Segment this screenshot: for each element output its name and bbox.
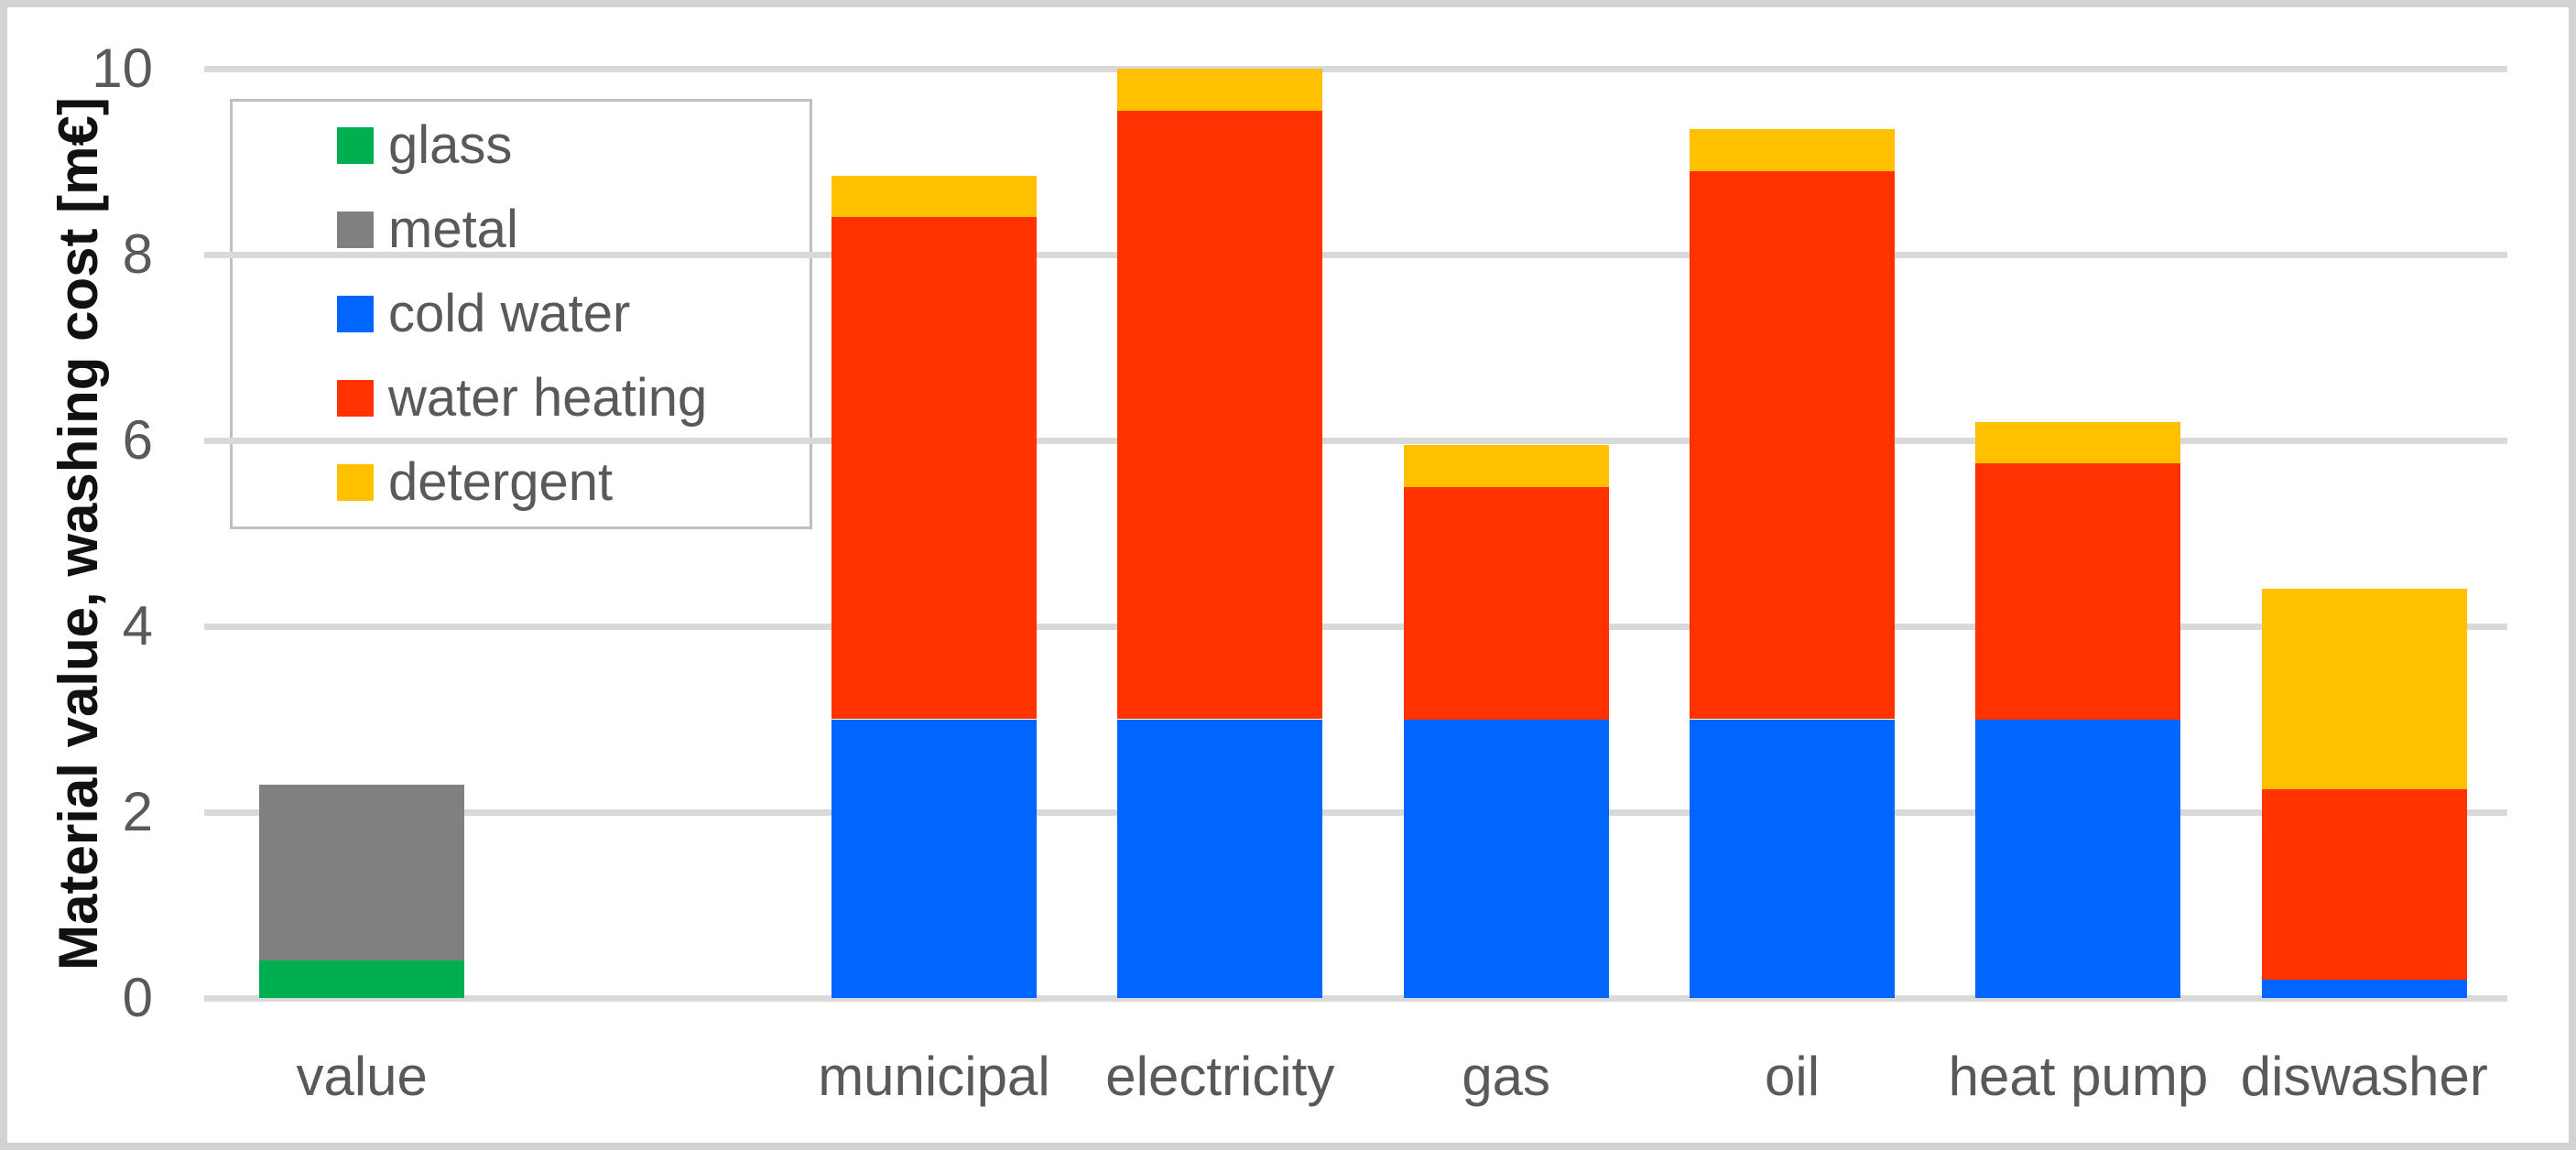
y-tick-mark bbox=[204, 624, 219, 630]
bar-segment-municipal-water-heating bbox=[831, 217, 1037, 720]
x-tick-label-diswasher: diswasher bbox=[2240, 1046, 2488, 1107]
y-tick-label: 4 bbox=[122, 595, 153, 656]
bar-segment-value-glass bbox=[259, 960, 465, 998]
bar-segment-heat-pump-water-heating bbox=[1975, 463, 2181, 720]
gridline-y8 bbox=[219, 252, 2507, 258]
y-tick-mark bbox=[204, 252, 219, 258]
legend-item-label: water heating bbox=[388, 368, 708, 428]
bar-segment-gas-cold-water bbox=[1403, 719, 1609, 998]
y-tick-mark bbox=[204, 438, 219, 444]
bar-segment-heat-pump-detergent bbox=[1975, 421, 2181, 464]
bar-segment-heat-pump-cold-water bbox=[1975, 719, 2181, 998]
y-tick-label: 8 bbox=[122, 223, 153, 285]
gridline-y0 bbox=[219, 995, 2507, 1002]
y-tick-label: 0 bbox=[122, 967, 153, 1028]
legend-item-label: detergent bbox=[388, 452, 614, 512]
legend-item-cold-water: cold water bbox=[233, 272, 810, 356]
legend-item-metal: metal bbox=[233, 188, 810, 272]
bar-segment-diswasher-cold-water bbox=[2261, 979, 2467, 998]
x-tick-label-oil: oil bbox=[1765, 1046, 1821, 1107]
cold-water-swatch-icon bbox=[337, 296, 374, 332]
y-tick-mark bbox=[204, 66, 219, 72]
x-tick-label-value: value bbox=[296, 1046, 428, 1107]
gridline-y6 bbox=[219, 438, 2507, 444]
legend-item-water-heating: water heating bbox=[233, 356, 810, 440]
y-tick-mark bbox=[204, 809, 219, 816]
y-tick-label: 10 bbox=[92, 38, 153, 99]
bar-segment-gas-water-heating bbox=[1403, 486, 1609, 720]
bar-segment-diswasher-water-heating bbox=[2261, 788, 2467, 980]
bar-segment-diswasher-detergent bbox=[2261, 589, 2467, 789]
bar-segment-gas-detergent bbox=[1403, 445, 1609, 487]
y-tick-label: 2 bbox=[122, 781, 153, 842]
bar-segment-municipal-cold-water bbox=[831, 719, 1037, 998]
x-tick-label-gas: gas bbox=[1462, 1046, 1551, 1107]
bar-segment-electricity-water-heating bbox=[1117, 110, 1323, 720]
gridline-y2 bbox=[219, 809, 2507, 816]
detergent-swatch-icon bbox=[337, 464, 374, 501]
x-tick-label-heat-pump: heat pump bbox=[1948, 1046, 2209, 1107]
metal-swatch-icon bbox=[337, 212, 374, 248]
glass-swatch-icon bbox=[337, 127, 374, 164]
legend-item-detergent: detergent bbox=[233, 440, 810, 525]
y-tick-mark bbox=[204, 995, 219, 1002]
x-tick-label-municipal: municipal bbox=[818, 1046, 1050, 1107]
bar-segment-value-metal bbox=[259, 784, 465, 961]
gridline-y10 bbox=[219, 66, 2507, 72]
legend-item-label: glass bbox=[388, 115, 513, 175]
legend-item-glass: glass bbox=[233, 103, 810, 188]
bar-segment-electricity-detergent bbox=[1117, 69, 1323, 111]
bar-segment-electricity-cold-water bbox=[1117, 719, 1323, 998]
x-tick-label-electricity: electricity bbox=[1105, 1046, 1335, 1107]
y-axis-title: Material value, washing cost [m€] bbox=[48, 97, 109, 971]
bar-segment-oil-detergent bbox=[1690, 128, 1896, 171]
water-heating-swatch-icon bbox=[337, 380, 374, 417]
legend-item-label: metal bbox=[388, 200, 518, 259]
legend-item-label: cold water bbox=[388, 284, 631, 343]
bar-segment-municipal-detergent bbox=[831, 175, 1037, 218]
legend: glass metal cold water water heating deterge… bbox=[230, 99, 812, 529]
y-tick-label: 6 bbox=[122, 409, 153, 471]
bar-segment-oil-cold-water bbox=[1690, 719, 1896, 998]
bar-segment-oil-water-heating bbox=[1690, 170, 1896, 720]
gridline-y4 bbox=[219, 624, 2507, 630]
